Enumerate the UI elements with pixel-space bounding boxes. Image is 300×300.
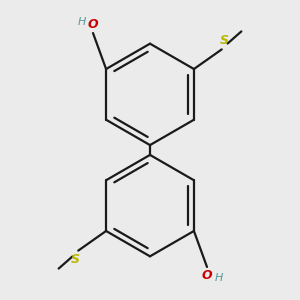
Text: H: H: [77, 17, 86, 27]
Text: S: S: [220, 34, 229, 47]
Text: O: O: [88, 18, 99, 32]
Text: S: S: [71, 253, 80, 266]
Text: O: O: [201, 268, 212, 282]
Text: H: H: [214, 273, 223, 283]
